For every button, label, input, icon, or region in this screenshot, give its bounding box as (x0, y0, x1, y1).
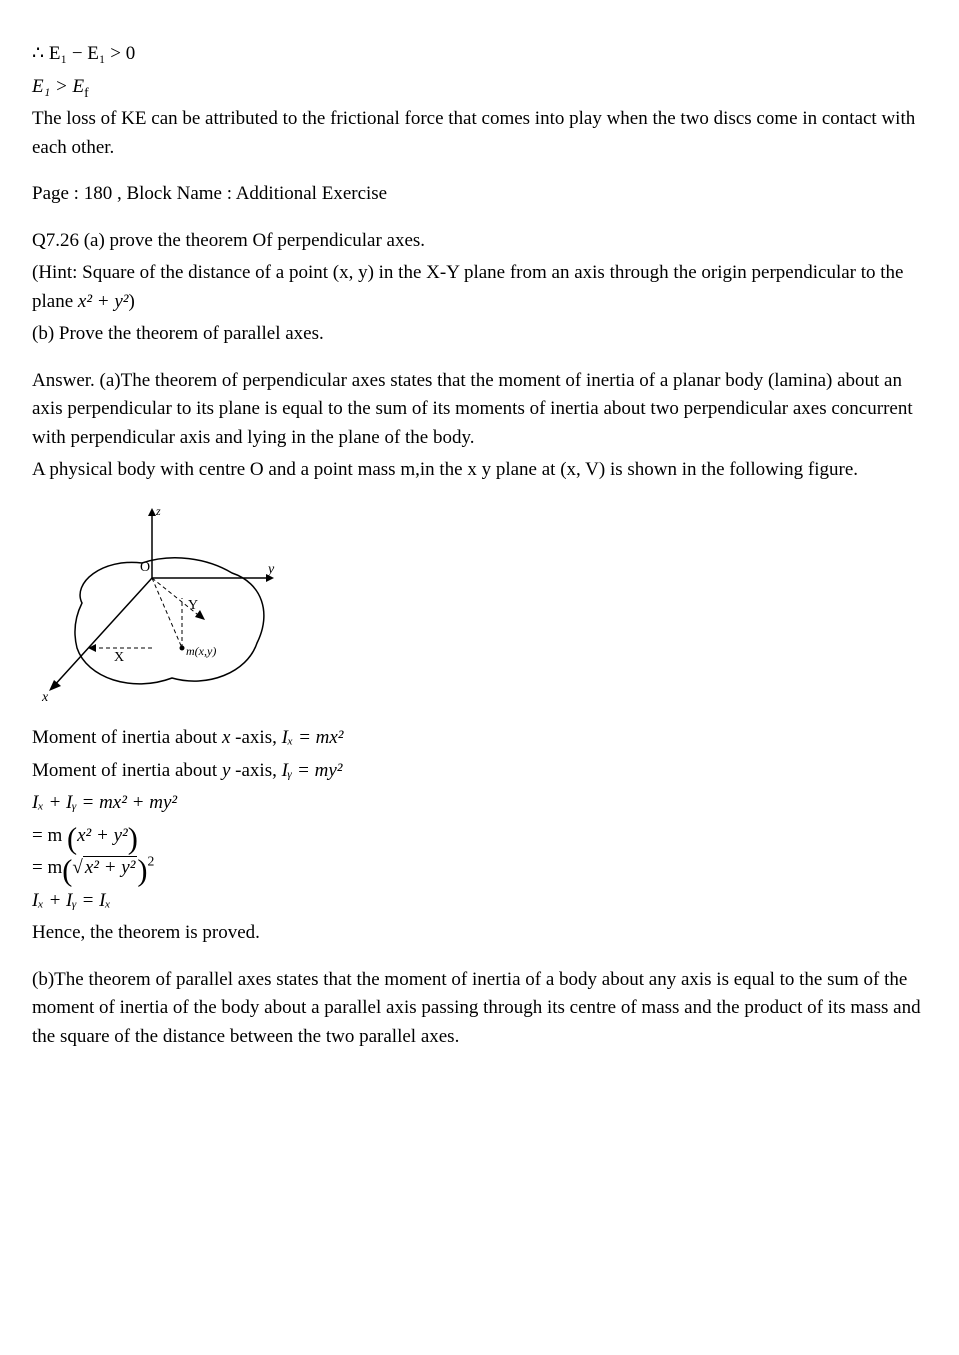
answer-a-p2: A physical body with centre O and a poin… (32, 456, 927, 485)
sum2-inner: x² + y² (77, 825, 128, 846)
page-reference: Page : 180 , Block Name : Additional Exe… (32, 180, 927, 209)
sum4-text: Iₓ + Iᵧ = Iₓ (32, 890, 111, 911)
y-proj-label: Y (188, 598, 198, 613)
sum2-pre: = m (32, 825, 67, 846)
sum3-inner: x² + y² (85, 857, 136, 878)
x-proj-label: X (114, 650, 124, 665)
sum-line-2: = m (x² + y²) (32, 822, 927, 851)
sum-line-1: Iₓ + Iᵧ = mx² + my² (32, 789, 927, 818)
moi-x-prefix: Moment of inertia about (32, 727, 222, 748)
y-axis-end-label: y (266, 562, 275, 577)
proved-line: Hence, the theorem is proved. (32, 919, 927, 948)
moi-x-eq: Iₓ = mx² (282, 727, 344, 748)
point-m-label: m(x,y) (186, 644, 216, 658)
hint-prefix: (Hint: Square of the distance of a point… (32, 262, 903, 312)
loss-paragraph: The loss of KE can be attributed to the … (32, 105, 927, 162)
moi-y-prefix: Moment of inertia about (32, 760, 222, 781)
sum3-pre: = m (32, 857, 62, 878)
sum-line-3: = m(√x² + y²)2 (32, 854, 927, 883)
eq1-text: ∴ E₁ − E₁ > 0 (32, 43, 135, 64)
question-a: Q7.26 (a) prove the theorem Of perpendic… (32, 227, 927, 256)
sum-line-4: Iₓ + Iᵧ = Iₓ (32, 887, 927, 916)
document-body: ∴ E₁ − E₁ > 0 E₁ > Ef The loss of KE can… (32, 40, 927, 1051)
answer-a-p1: Answer. (a)The theorem of perpendicular … (32, 367, 927, 453)
eq2-sub: f (84, 84, 89, 99)
answer-b: (b)The theorem of parallel axes states t… (32, 966, 927, 1052)
moi-x-mid: -axis, (230, 727, 281, 748)
eq2-text: E₁ > E (32, 76, 84, 97)
equation-line: ∴ E₁ − E₁ > 0 (32, 40, 927, 69)
moi-y-eq: Iᵧ = my² (282, 760, 343, 781)
perpendicular-axes-figure: z y x O m(x,y) X Y (32, 503, 927, 713)
moi-x-line: Moment of inertia about x -axis, Iₓ = mx… (32, 724, 927, 753)
hint-suffix: ) (129, 291, 135, 312)
hint-math: x² + y² (78, 291, 129, 312)
equation-line: E₁ > Ef (32, 73, 927, 102)
sum3-exp: 2 (148, 854, 155, 869)
lamina-outline (75, 557, 264, 683)
question-b: (b) Prove the theorem of parallel axes. (32, 320, 927, 349)
sum1-text: Iₓ + Iᵧ = mx² + my² (32, 792, 177, 813)
hint-line: (Hint: Square of the distance of a point… (32, 259, 927, 316)
z-axis-label: z (155, 504, 161, 518)
x-axis-end-label: x (41, 690, 49, 703)
moi-y-line: Moment of inertia about y -axis, Iᵧ = my… (32, 757, 927, 786)
moi-y-mid: -axis, (230, 760, 281, 781)
